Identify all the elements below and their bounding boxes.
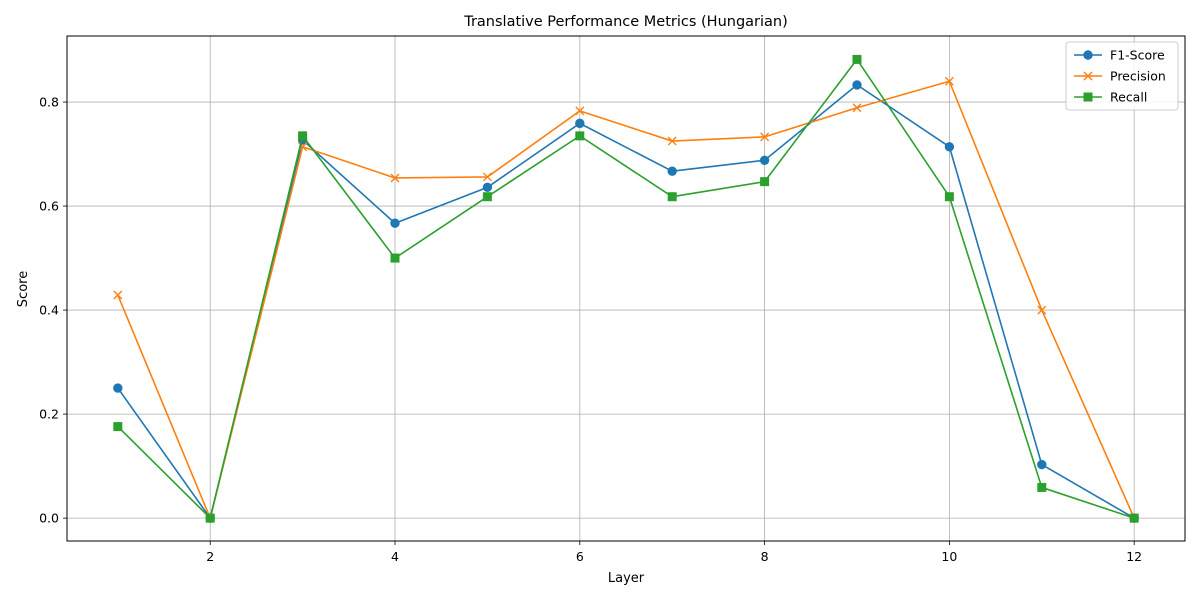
data-point [852, 103, 862, 113]
data-point [1037, 482, 1047, 492]
series-line [117, 58, 1135, 519]
x-marker-stroke [852, 103, 862, 113]
x-marker-stroke [1037, 305, 1047, 315]
data-point [944, 142, 955, 152]
legend-item: Recall [1074, 90, 1147, 105]
x-axis-label: Layer [608, 571, 645, 586]
x-marker-stroke [575, 106, 585, 116]
data-point [575, 131, 585, 141]
series-line [117, 80, 1135, 519]
data-point [852, 80, 862, 90]
data-point [1037, 459, 1047, 470]
y-tick-label: 0.6 [39, 199, 59, 214]
x-tick-label: 10 [941, 549, 957, 564]
x-tick-label: 6 [576, 549, 584, 564]
data-point [667, 192, 677, 202]
data-point [852, 54, 862, 64]
x-marker-stroke [113, 290, 123, 300]
legend-swatch-marker [1083, 71, 1093, 81]
series-recall [113, 54, 1139, 523]
data-point [575, 118, 585, 129]
y-tick-label: 0.8 [39, 95, 59, 110]
data-point [760, 177, 770, 187]
data-point [390, 173, 400, 183]
data-point [482, 182, 493, 193]
data-point [575, 106, 585, 116]
x-marker-stroke [760, 132, 770, 142]
series-line [117, 84, 1135, 519]
series-f1-score [113, 80, 1139, 523]
data-point [759, 155, 770, 165]
plot-frame [66, 35, 1186, 542]
series-group [113, 54, 1139, 523]
data-point [667, 166, 677, 176]
x-marker-stroke [667, 136, 677, 146]
data-point [298, 131, 308, 141]
legend-label: Precision [1110, 69, 1166, 84]
data-point [944, 192, 954, 202]
data-point [1037, 305, 1047, 315]
axis-ticks: 2 4 6 8 10 12 0.0 0.2 0.4 0.6 0.8 [39, 95, 1142, 564]
chart-title: Translative Performance Metrics (Hungari… [463, 14, 788, 30]
legend: F1-Score Precision Recall [1065, 41, 1179, 111]
data-point [390, 218, 400, 228]
x-marker-stroke [944, 76, 954, 86]
data-point [482, 172, 492, 182]
x-tick-label: 2 [206, 549, 214, 564]
data-point [205, 513, 215, 523]
x-tick-label: 12 [1126, 549, 1142, 564]
data-point [1129, 513, 1139, 523]
legend-swatch-marker [1083, 50, 1093, 60]
legend-item: Precision [1074, 69, 1166, 84]
y-tick-label: 0.2 [39, 407, 59, 422]
x-tick-label: 8 [761, 549, 769, 564]
series-precision [113, 76, 1139, 523]
legend-frame [1065, 41, 1179, 111]
y-tick-label: 0.4 [39, 303, 59, 318]
legend-item: F1-Score [1074, 48, 1165, 63]
data-point [760, 132, 770, 142]
legend-label: F1-Score [1110, 48, 1165, 63]
data-point [113, 422, 123, 432]
data-point [667, 136, 677, 146]
x-marker-stroke [482, 172, 492, 182]
data-point [113, 290, 123, 300]
legend-swatch-marker [1083, 92, 1093, 102]
x-marker-stroke [1083, 71, 1093, 81]
x-tick-label: 4 [391, 549, 399, 564]
y-tick-label: 0.0 [39, 511, 59, 526]
x-marker-stroke [390, 173, 400, 183]
legend-label: Recall [1110, 90, 1147, 105]
y-axis-label: Score [16, 271, 31, 307]
data-point [482, 192, 492, 202]
data-point [390, 253, 400, 263]
grid [67, 36, 1185, 541]
data-point [944, 76, 954, 86]
data-point [113, 383, 123, 393]
